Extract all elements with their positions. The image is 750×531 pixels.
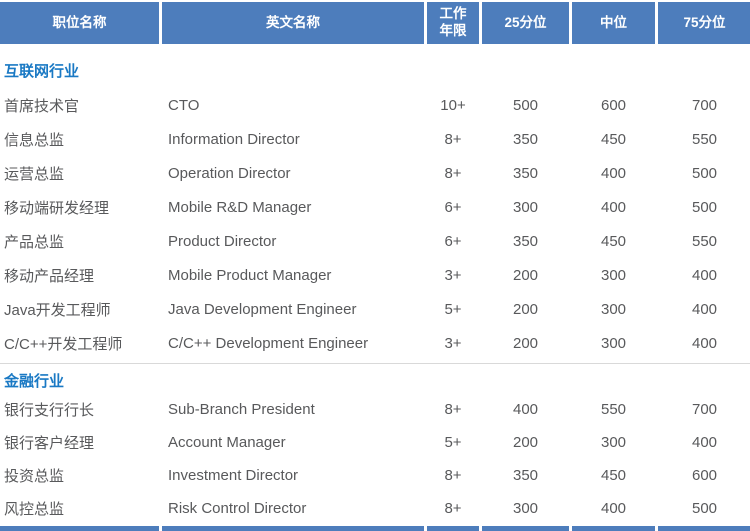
english-name-cell: Sub-Branch President [168, 401, 315, 418]
work-years-cell: 8+ [444, 164, 462, 182]
work-years-cell: 3+ [444, 266, 462, 284]
english-name-cell: C/C++ Development Engineer [168, 334, 369, 352]
work-years-cell: 10+ [440, 96, 466, 114]
english-name-cell: Investment Director [168, 467, 299, 484]
percentile-25-cell: 500 [512, 96, 539, 114]
percentile-75-cell: 600 [691, 467, 718, 484]
header-cell-percentile-75: 75分位 [658, 2, 750, 44]
percentile-25-cell: 350 [512, 130, 539, 148]
header-cell-median: 中位 [572, 2, 655, 44]
percentile-25-cell: 200 [512, 300, 539, 318]
median-cell: 400 [600, 198, 627, 216]
median-cell: 400 [600, 164, 627, 182]
table-row: C/C++开发工程师 C/C++ Development Engineer 3+ 20… [0, 326, 750, 360]
header-cell-english-name: 英文名称 [162, 2, 424, 44]
percentile-25-cell: 400 [512, 401, 539, 418]
table-row: 投资总监 Investment Director 8+ 350 450 600 [0, 459, 750, 492]
percentile-75-cell: 550 [691, 130, 718, 148]
position-name-cell: 首席技术官 [4, 97, 80, 115]
section-title: 互联网行业 [4, 62, 80, 80]
section-title: 金融行业 [4, 372, 65, 390]
percentile-25-cell: 350 [512, 232, 539, 250]
median-cell: 300 [600, 266, 627, 284]
percentile-75-cell: 400 [691, 266, 718, 284]
position-name-cell: 投资总监 [4, 468, 65, 485]
work-years-cell: 8+ [444, 130, 462, 148]
table-row: Java开发工程师 Java Development Engineer 5+ 200 3… [0, 292, 750, 326]
table-row: 银行客户经理 Account Manager 5+ 200 300 400 [0, 426, 750, 459]
english-name-cell: Account Manager [168, 434, 286, 451]
percentile-25-cell: 350 [512, 467, 539, 484]
english-name-cell: Mobile Product Manager [168, 266, 332, 284]
table-row: 产品总监 Product Director 6+ 350 450 550 [0, 224, 750, 258]
english-name-cell: Mobile R&D Manager [168, 198, 312, 216]
work-years-cell: 8+ [444, 401, 462, 418]
position-name-cell: 风控总监 [4, 501, 65, 518]
english-name-cell: Operation Director [168, 164, 291, 182]
english-name-cell: Product Director [168, 232, 277, 250]
header-cell-position-name: 职位名称 [0, 2, 159, 44]
percentile-25-cell: 200 [512, 266, 539, 284]
percentile-75-cell: 700 [691, 96, 718, 114]
median-cell: 300 [600, 434, 627, 451]
position-name-cell: 运营总监 [4, 165, 65, 183]
percentile-25-cell: 200 [512, 334, 539, 352]
table-row: 移动产品经理 Mobile Product Manager 3+ 200 300 400 [0, 258, 750, 292]
median-cell: 450 [600, 467, 627, 484]
median-cell: 550 [600, 401, 627, 418]
percentile-75-cell: 500 [691, 198, 718, 216]
position-name-cell: Java开发工程师 [4, 301, 111, 319]
table-row: 首席技术官 CTO 10+ 500 600 700 [0, 88, 750, 122]
english-name-cell: Information Director [168, 130, 300, 148]
percentile-75-cell: 500 [691, 164, 718, 182]
work-years-cell: 5+ [444, 434, 462, 451]
percentile-75-cell: 700 [691, 401, 718, 418]
work-years-cell: 8+ [444, 500, 462, 517]
table-row: 银行支行行长 Sub-Branch President 8+ 400 550 700 [0, 393, 750, 426]
percentile-25-cell: 200 [512, 434, 539, 451]
percentile-75-cell: 550 [691, 232, 718, 250]
position-name-cell: 移动产品经理 [4, 267, 95, 285]
median-cell: 400 [600, 500, 627, 517]
median-cell: 300 [600, 334, 627, 352]
median-cell: 300 [600, 300, 627, 318]
work-years-cell: 8+ [444, 467, 462, 484]
table-row: 移动端研发经理 Mobile R&D Manager 6+ 300 400 500 [0, 190, 750, 224]
percentile-25-cell: 300 [512, 198, 539, 216]
median-cell: 450 [600, 130, 627, 148]
percentile-75-cell: 500 [691, 500, 718, 517]
median-cell: 450 [600, 232, 627, 250]
position-name-cell: 银行客户经理 [4, 435, 95, 452]
percentile-75-cell: 400 [691, 434, 718, 451]
position-name-cell: 移动端研发经理 [4, 199, 110, 217]
median-cell: 600 [600, 96, 627, 114]
english-name-cell: Java Development Engineer [168, 300, 357, 318]
work-years-cell: 6+ [444, 232, 462, 250]
position-name-cell: 信息总监 [4, 131, 65, 149]
position-name-cell: 银行支行行长 [4, 402, 95, 419]
percentile-25-cell: 300 [512, 500, 539, 517]
header-cell-percentile-25: 25分位 [482, 2, 569, 44]
table-header-row: 职位名称 英文名称 工作 年限 25分位 中位 75分位 [0, 2, 750, 44]
position-name-cell: 产品总监 [4, 233, 65, 251]
percentile-75-cell: 400 [691, 300, 718, 318]
table-row: 运营总监 Operation Director 8+ 350 400 500 [0, 156, 750, 190]
percentile-25-cell: 350 [512, 164, 539, 182]
position-name-cell: C/C++开发工程师 [4, 335, 123, 353]
work-years-cell: 6+ [444, 198, 462, 216]
english-name-cell: Risk Control Director [168, 500, 307, 517]
header-cell-work-years: 工作 年限 [427, 2, 479, 44]
work-years-cell: 3+ [444, 334, 462, 352]
section-divider [0, 363, 750, 364]
english-name-cell: CTO [168, 96, 200, 114]
table-row: 信息总监 Information Director 8+ 350 450 550 [0, 122, 750, 156]
table-body: 互联网行业首席技术官 CTO 10+ 500 600 700 信息总监 Information… [0, 56, 750, 525]
percentile-75-cell: 400 [691, 334, 718, 352]
work-years-cell: 5+ [444, 300, 462, 318]
table-row: 风控总监 Risk Control Director 8+ 300 400 500 [0, 492, 750, 525]
